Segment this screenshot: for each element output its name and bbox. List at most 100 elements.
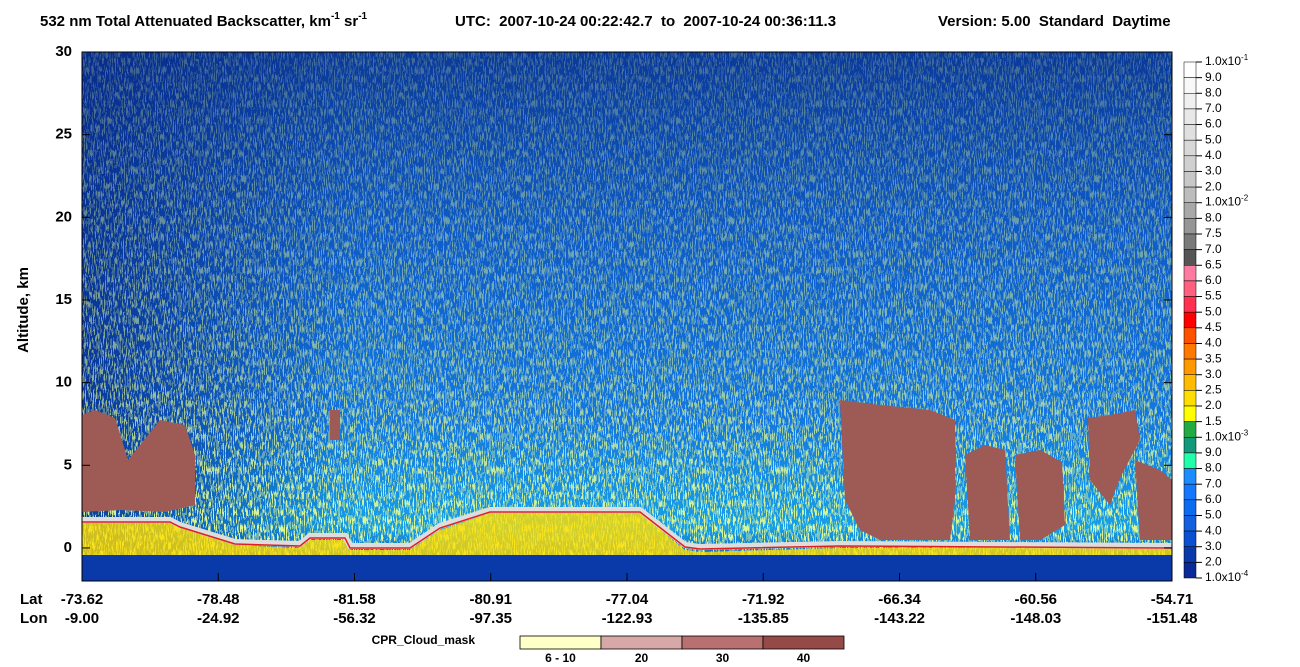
colorbar-label: 2.0 [1205, 398, 1222, 412]
colorbar-label: 1.0x10-2 [1205, 193, 1249, 209]
colorbar-swatch [1183, 265, 1197, 282]
colorbar-swatch [1183, 93, 1197, 110]
y-tick-label: 25 [55, 126, 72, 143]
colorbar-label: 4.0 [1205, 336, 1222, 350]
colorbar-label: 5.0 [1205, 132, 1222, 146]
colorbar-label-exp: -1 [1241, 53, 1249, 62]
colorbar-swatch [1183, 202, 1197, 219]
colorbar-label: 7.5 [1205, 226, 1222, 240]
colorbar-label: 1.5 [1205, 414, 1222, 428]
y-tick-label: 30 [55, 43, 72, 60]
colorbar-label: 6.0 [1205, 273, 1222, 287]
title-part: sr [340, 13, 359, 30]
colorbar-swatch [1183, 343, 1197, 360]
lat-tick-label: -81.58 [333, 591, 376, 608]
colorbar-label: 8.0 [1205, 461, 1222, 475]
colorbar-label: 3.0 [1205, 367, 1222, 381]
lon-label: Lon [20, 610, 48, 627]
colorbar-label-base: 1.0x10 [1205, 429, 1241, 443]
colorbar-label: 5.0 [1205, 508, 1222, 522]
colorbar-swatch [1183, 437, 1197, 454]
colorbar-swatch [1183, 499, 1197, 516]
colorbar-label: 1.0x10-4 [1205, 569, 1249, 585]
lon-tick-label: -148.03 [1010, 610, 1061, 627]
colorbar-label: 8.0 [1205, 85, 1222, 99]
colorbar-label: 6.5 [1205, 257, 1222, 271]
y-axis-label: Altitude, km [15, 267, 32, 353]
lat-tick-label: -71.92 [742, 591, 785, 608]
colorbar-label: 8.0 [1205, 211, 1222, 225]
colorbar-swatch [1183, 483, 1197, 501]
colorbar-label-exp: -4 [1241, 569, 1249, 578]
chart-title: 532 nm Total Attenuated Backscatter, km-… [40, 11, 368, 30]
colorbar-label: 2.0 [1205, 555, 1222, 569]
y-tick-label: 20 [55, 208, 72, 225]
cpr-legend-swatch [681, 635, 764, 650]
lat-label: Lat [20, 591, 43, 608]
lon-tick-label: -143.22 [874, 610, 925, 627]
surface-return [82, 507, 1172, 551]
colorbar-label: 6.0 [1205, 117, 1222, 131]
lon-tick-label: -56.32 [333, 610, 376, 627]
y-tick-label: 0 [64, 539, 72, 556]
y-tick-label: 5 [64, 456, 72, 473]
colorbar-swatch [1183, 311, 1197, 329]
colorbar-label: 3.0 [1205, 164, 1222, 178]
lat-tick-label: -78.48 [197, 591, 240, 608]
colorbar-swatch [1183, 139, 1197, 157]
colorbar-swatch [1183, 374, 1197, 391]
cpr-legend-label: 40 [797, 651, 811, 665]
version: Version: 5.00 Standard Daytime [938, 13, 1171, 30]
lat-tick-label: -66.34 [878, 591, 921, 608]
colorbar-swatch [1183, 452, 1197, 469]
colorbar-swatch [1183, 61, 1197, 78]
colorbar-label: 4.0 [1205, 523, 1222, 537]
colorbar-swatch [1183, 327, 1197, 344]
colorbar-swatch [1183, 562, 1197, 579]
colorbar-swatch [1183, 405, 1197, 422]
lon-tick-label: -97.35 [469, 610, 512, 627]
colorbar-label-exp: -2 [1241, 193, 1249, 202]
utc-range: UTC: 2007-10-24 00:22:42.7 to 2007-10-24… [455, 13, 836, 30]
colorbar-label: 1.0x10-3 [1205, 428, 1249, 444]
colorbar-swatch [1183, 296, 1197, 313]
colorbar-label-base: 1.0x10 [1205, 54, 1241, 68]
colorbar-label: 1.0x10-1 [1205, 53, 1249, 69]
surface-band [82, 513, 1172, 560]
title-part: 532 nm Total Attenuated Backscatter, km [40, 13, 331, 30]
colorbar-swatch [1183, 530, 1197, 547]
cpr-legend-label: 30 [716, 651, 730, 665]
colorbar-swatch [1183, 390, 1197, 407]
y-tick-label: 10 [55, 374, 72, 391]
colorbar-swatch [1183, 515, 1197, 532]
colorbar-swatch [1183, 358, 1197, 375]
colorbar-label: 9.0 [1205, 445, 1222, 459]
colorbar-label: 7.0 [1205, 101, 1222, 115]
lat-tick-label: -77.04 [606, 591, 649, 608]
lon-tick-label: -9.00 [65, 610, 99, 627]
cpr-legend-label: 6 - 10 [545, 651, 576, 665]
colorbar-label-base: 1.0x10 [1205, 570, 1241, 584]
lon-tick-label: -135.85 [738, 610, 789, 627]
colorbar-label-exp: -3 [1241, 428, 1249, 437]
colorbar-swatch [1183, 218, 1197, 235]
colorbar-label: 3.5 [1205, 351, 1222, 365]
colorbar-swatch [1183, 546, 1197, 563]
lat-tick-label: -54.71 [1151, 591, 1194, 608]
colorbar-label: 4.0 [1205, 148, 1222, 162]
colorbar-swatch [1183, 108, 1197, 125]
colorbar-swatch [1183, 171, 1197, 188]
colorbar-label: 5.5 [1205, 289, 1222, 303]
title-superscript: -1 [358, 11, 367, 22]
lat-tick-label: -80.91 [469, 591, 512, 608]
lat-tick-label: -60.56 [1014, 591, 1057, 608]
colorbar-label-base: 1.0x10 [1205, 195, 1241, 209]
cpr-legend-swatch [519, 635, 602, 650]
cpr-legend-label: 20 [635, 651, 649, 665]
lat-tick-label: -73.62 [61, 591, 104, 608]
title-superscript: -1 [331, 11, 340, 22]
colorbar-swatch [1183, 124, 1197, 141]
colorbar-label: 2.5 [1205, 383, 1222, 397]
cpr-legend-title: CPR_Cloud_mask [372, 633, 476, 647]
lon-tick-label: -24.92 [197, 610, 240, 627]
